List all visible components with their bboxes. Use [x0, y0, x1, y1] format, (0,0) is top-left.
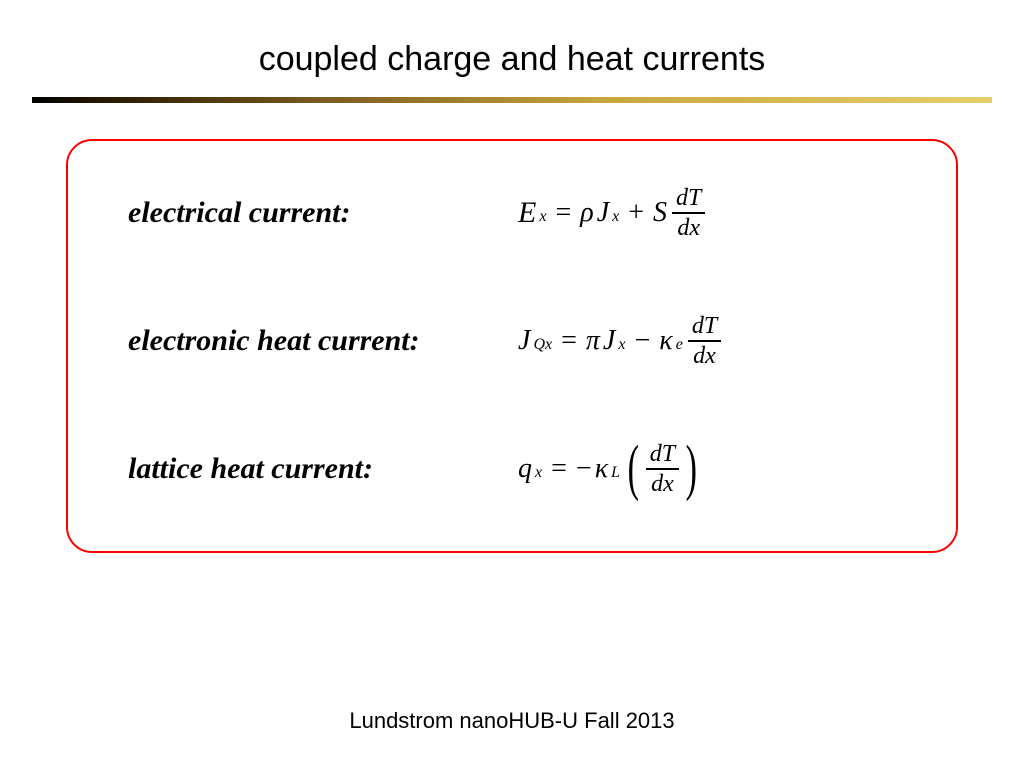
frac-bar3 — [646, 468, 679, 469]
title-underline — [32, 97, 992, 103]
sym-Jx-sub: x — [612, 208, 619, 226]
sym-Ex-sub: x — [539, 208, 546, 226]
sym-qx-q: q — [518, 453, 532, 485]
label-electronic-heat: electronic heat current: — [128, 324, 518, 358]
op-eq2: = — [561, 325, 577, 357]
op-eq: = — [555, 197, 571, 229]
eq-lattice-heat: qx = − κL ( dT dx ) — [518, 441, 702, 497]
content-box: electrical current: Ex = ρJx + S dT dx e… — [66, 139, 958, 553]
frac-bar2 — [688, 340, 721, 341]
paren-right: ) — [686, 453, 697, 484]
sym-Jx2-J: J — [603, 325, 615, 357]
row-electronic-heat: electronic heat current: JQx = πJx − κe … — [128, 313, 906, 369]
eq-electrical: Ex = ρJx + S dT dx — [518, 185, 707, 241]
slide: coupled charge and heat currents electri… — [0, 0, 1024, 768]
sym-JQx-sub: Qx — [533, 336, 552, 354]
frac-num: dT — [672, 185, 705, 211]
coef-kappa-L: κ — [595, 453, 608, 485]
frac-dT-dx-3: dT dx — [646, 441, 679, 497]
sym-Ex-E: E — [518, 196, 536, 230]
frac-dT-dx-1: dT dx — [672, 185, 705, 241]
frac-den3: dx — [647, 471, 678, 497]
coef-S: S — [653, 197, 667, 229]
sym-Jx2-sub: x — [618, 336, 625, 354]
op-minus: − — [634, 325, 650, 357]
coef-kappa-e: κ — [659, 325, 672, 357]
frac-den2: dx — [689, 343, 720, 369]
coef-rho: ρ — [580, 197, 593, 229]
sym-Jx-J: J — [597, 197, 609, 229]
label-electrical: electrical current: — [128, 196, 518, 230]
sym-qx-sub: x — [535, 464, 542, 482]
label-lattice-heat: lattice heat current: — [128, 452, 518, 486]
coef-kappa-e-sub: e — [676, 336, 683, 354]
frac-bar — [672, 212, 705, 213]
neg-sign: − — [576, 453, 592, 485]
sym-JQx-J: J — [518, 325, 530, 357]
eq-electronic-heat: JQx = πJx − κe dT dx — [518, 313, 723, 369]
frac-den: dx — [673, 215, 704, 241]
row-lattice-heat: lattice heat current: qx = − κL ( dT dx … — [128, 441, 906, 497]
slide-title: coupled charge and heat currents — [30, 40, 994, 79]
row-electrical: electrical current: Ex = ρJx + S dT dx — [128, 185, 906, 241]
coef-pi: π — [586, 325, 600, 357]
paren-group: ( dT dx ) — [623, 441, 702, 497]
coef-kappa-L-sub: L — [611, 464, 620, 482]
frac-num3: dT — [646, 441, 679, 467]
op-eq3: = — [551, 453, 567, 485]
frac-dT-dx-2: dT dx — [688, 313, 721, 369]
paren-left: ( — [628, 453, 639, 484]
footer-text: Lundstrom nanoHUB-U Fall 2013 — [0, 708, 1024, 734]
op-plus: + — [628, 197, 644, 229]
frac-num2: dT — [688, 313, 721, 339]
